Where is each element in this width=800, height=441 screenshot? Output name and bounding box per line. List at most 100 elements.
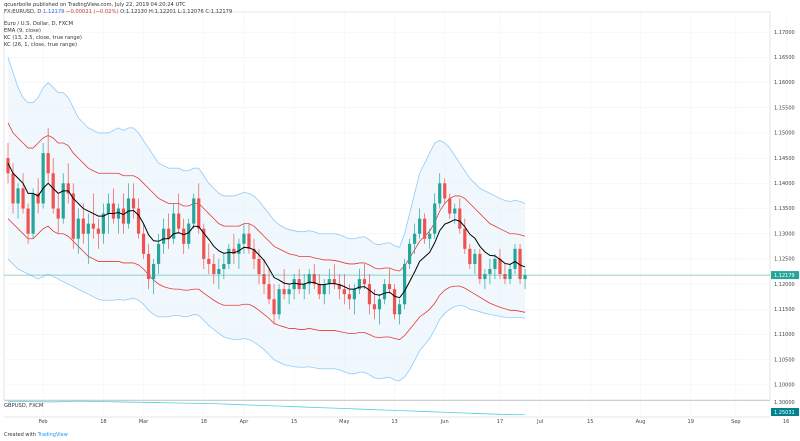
candle-body (141, 233, 146, 254)
time-tick-label: 15 (291, 419, 297, 425)
candle-body (367, 284, 372, 305)
candles (6, 127, 527, 325)
candle-body (433, 203, 437, 234)
candle-body (157, 243, 161, 264)
published-text: qcuerbolle published on TradingView.com,… (4, 2, 186, 8)
candle-body (322, 284, 326, 295)
candle-body (312, 274, 316, 285)
ema-path (7, 162, 526, 299)
sub-pane-last-tag (771, 408, 799, 416)
candle-body (91, 223, 95, 229)
ema-legend[interactable]: EMA (9, close) (4, 28, 41, 34)
candle-body (222, 263, 226, 269)
price-tick-label: 1.11500 (774, 307, 795, 313)
candle-body (352, 289, 356, 300)
candle-body (347, 294, 351, 300)
candle-body (332, 279, 336, 285)
candle-body (277, 289, 281, 315)
candle-body (513, 248, 517, 269)
candle-body (453, 208, 457, 214)
candle-body (227, 248, 231, 264)
candle-body (106, 203, 110, 214)
candle-body (26, 208, 30, 234)
candle-body (357, 279, 361, 290)
footer: Created with TradingView (4, 432, 68, 438)
candle-body (192, 198, 196, 224)
candle-body (136, 208, 141, 234)
candle-body (448, 198, 452, 214)
candle-body (418, 218, 422, 234)
candle-body (362, 279, 367, 285)
candle-body (237, 243, 241, 254)
candle-body (86, 223, 90, 234)
candle-body (262, 274, 266, 285)
price-tick-label: 1.13000 (774, 231, 795, 237)
candle-body (473, 253, 477, 264)
candle-body (478, 253, 482, 280)
candle-body (257, 258, 261, 275)
candle-body (503, 274, 507, 280)
time-tick-label: 18 (201, 419, 207, 425)
candle-body (172, 213, 176, 239)
price-tick-label: 1.12000 (774, 282, 795, 288)
candle-body (76, 218, 80, 239)
price-tick-label: 1.10000 (774, 383, 795, 389)
footer-created-with: Created with (4, 432, 36, 438)
candle-body (167, 228, 171, 239)
candle-body (146, 253, 151, 280)
price-tick-label: 1.10500 (774, 357, 795, 363)
price-axis[interactable]: 1.17000 1.16500 1.16000 1.15500 1.15000 1.145… (774, 30, 795, 389)
candle-body (36, 193, 40, 204)
published-line: qcuerbolle published on TradingView.com,… (4, 2, 186, 8)
candle-body (498, 258, 502, 275)
candle-body (402, 263, 407, 305)
kc2-band (7, 57, 526, 382)
last-price-tag-label: 1.12179 (774, 273, 795, 279)
time-tick-label: Aug (636, 419, 646, 425)
candle-body (96, 228, 100, 234)
kc2-legend[interactable]: KC (26, 1, close, true range) (4, 42, 77, 48)
candle-body (202, 228, 206, 259)
sub-pane-label: GBPUSD, FXCM (4, 403, 44, 409)
price-tick-label: 1.12500 (774, 257, 795, 263)
candle-body (217, 268, 221, 275)
chart-title: Euro / U.S. Dollar, D, FXCM (4, 21, 73, 27)
price-tick-label: 1.15500 (774, 105, 795, 111)
candle-body (101, 213, 105, 234)
price-tick-label: 1.13500 (774, 206, 795, 212)
candle-body (518, 248, 522, 280)
time-tick-label: 16 (783, 419, 789, 425)
candle-body (428, 233, 432, 239)
candle-body (187, 223, 191, 244)
price-tick-label: 1.14500 (774, 156, 795, 162)
tradingview-logo[interactable]: TradingView (37, 432, 68, 438)
candle-body (197, 198, 201, 229)
candle-body (46, 153, 50, 174)
time-tick-label: Sep (731, 419, 740, 425)
candle-body (21, 188, 25, 209)
candle-body (151, 263, 156, 280)
candle-body (307, 274, 311, 285)
candle-body (423, 218, 427, 239)
candle-body (287, 289, 291, 295)
candle-body (121, 208, 126, 224)
kc2-upper (7, 57, 526, 248)
kc2-fill (8, 57, 526, 381)
candle-body (272, 299, 276, 315)
kc1-lower (7, 218, 526, 340)
candle-body (162, 228, 166, 244)
candle-body (463, 228, 467, 249)
sub-pane-legend[interactable]: GBPUSD, FXCM (4, 403, 43, 409)
candle-body (488, 268, 492, 275)
candle-body (458, 208, 462, 229)
time-axis[interactable]: Feb 18 Mar 18 Apr 15 May 13 Jun 17 Jul 15 Aug 19 Sep 16… (4, 416, 800, 425)
candle-body (177, 213, 181, 229)
time-tick-label: Jun (440, 419, 449, 425)
candle-body (413, 233, 417, 244)
candle-body (131, 198, 136, 209)
candle-body (56, 208, 60, 219)
time-tick-label: Feb (39, 419, 48, 425)
time-tick-label: Mar (139, 419, 149, 425)
candle-body (267, 284, 271, 300)
